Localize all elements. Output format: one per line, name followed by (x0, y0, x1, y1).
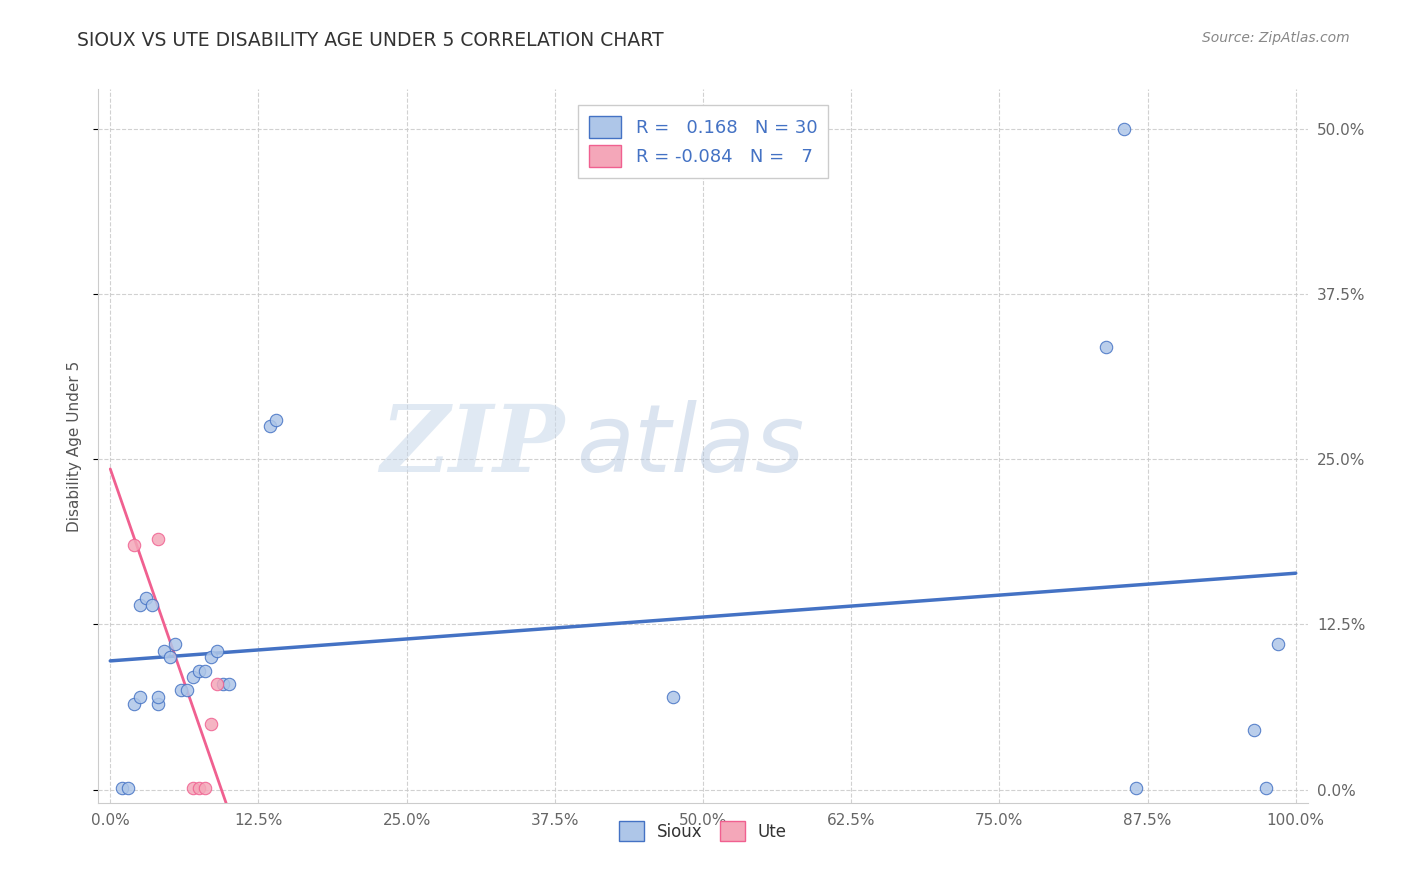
Point (188, 781, 211, 796)
Point (1095, 340, 1118, 354)
Point (159, 650, 181, 665)
Point (129, 598, 152, 612)
Point (181, 670, 204, 684)
Point (146, 532, 169, 546)
Point (135, 591, 157, 605)
Point (194, 664, 217, 678)
Point (200, 650, 222, 665)
Point (205, 677, 228, 691)
Point (181, 781, 204, 796)
Text: Source: ZipAtlas.com: Source: ZipAtlas.com (1202, 31, 1350, 45)
Text: ZIP: ZIP (380, 401, 564, 491)
Point (1267, 637, 1289, 651)
Point (188, 664, 211, 678)
Point (212, 677, 235, 691)
Text: SIOUX VS UTE DISABILITY AGE UNDER 5 CORRELATION CHART: SIOUX VS UTE DISABILITY AGE UNDER 5 CORR… (77, 31, 664, 50)
Point (205, 644, 228, 658)
Point (141, 598, 163, 612)
Legend: Sioux, Ute: Sioux, Ute (613, 814, 793, 848)
Point (176, 683, 198, 698)
Point (1112, 121, 1135, 136)
Point (259, 419, 281, 434)
Point (1125, 781, 1147, 796)
Point (170, 683, 193, 698)
Text: atlas: atlas (576, 401, 804, 491)
Point (117, 781, 139, 796)
Y-axis label: Disability Age Under 5: Disability Age Under 5 (67, 360, 83, 532)
Point (1254, 781, 1277, 796)
Point (264, 412, 287, 426)
Point (662, 690, 685, 704)
Point (146, 697, 169, 711)
Point (165, 637, 187, 651)
Point (122, 538, 145, 552)
Point (1243, 723, 1265, 738)
Point (129, 690, 152, 704)
Point (122, 697, 145, 711)
Point (194, 781, 217, 796)
Point (111, 781, 134, 796)
Point (146, 690, 169, 704)
Point (200, 716, 222, 731)
Point (218, 677, 240, 691)
Point (152, 644, 174, 658)
